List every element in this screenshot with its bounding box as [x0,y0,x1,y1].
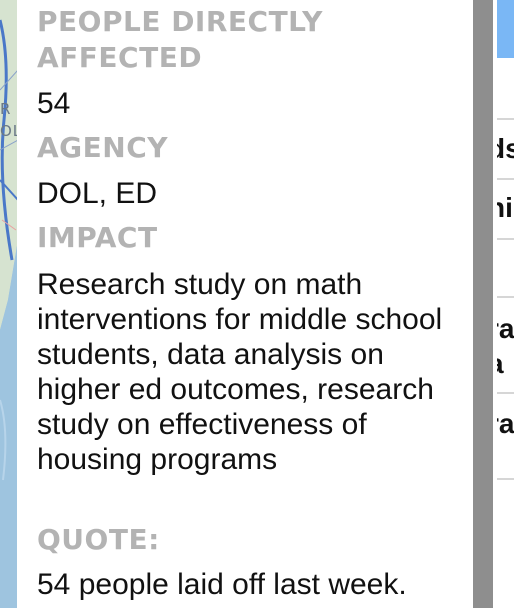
divider [497,178,514,180]
divider [497,392,514,394]
side-panel-header[interactable] [497,0,514,58]
field-label-quote: QUOTE: [37,523,160,556]
map-background[interactable]: R OL [0,0,18,608]
divider [497,478,514,480]
field-value-impact: Research study on math interventions for… [37,268,443,476]
map-place-label: R [0,100,12,118]
scrollbar-gutter[interactable] [473,0,493,608]
list-item[interactable]: a [497,346,514,381]
side-panel: ds ni ra a ra [493,0,514,608]
list-item[interactable]: ds [497,133,514,164]
field-label-agency: AGENCY [37,131,169,164]
feature-popup: PEOPLE DIRECTLY AFFECTED 54 AGENCY DOL, … [17,0,473,608]
map-place-label: OL [0,122,18,140]
list-item[interactable]: ni [497,192,513,223]
field-value-agency: DOL, ED [37,177,158,210]
field-label-people-affected: PEOPLE DIRECTLY AFFECTED [37,5,323,74]
field-value-people-affected: 54 [37,87,71,120]
map-canvas [0,0,18,608]
divider [497,238,514,240]
field-value-quote: 54 people laid off last week. [37,568,407,601]
divider [497,118,514,120]
list-item[interactable]: ra [497,408,514,439]
list-item[interactable]: ra [497,313,514,344]
field-label-impact: IMPACT [37,221,158,254]
divider [497,296,514,298]
